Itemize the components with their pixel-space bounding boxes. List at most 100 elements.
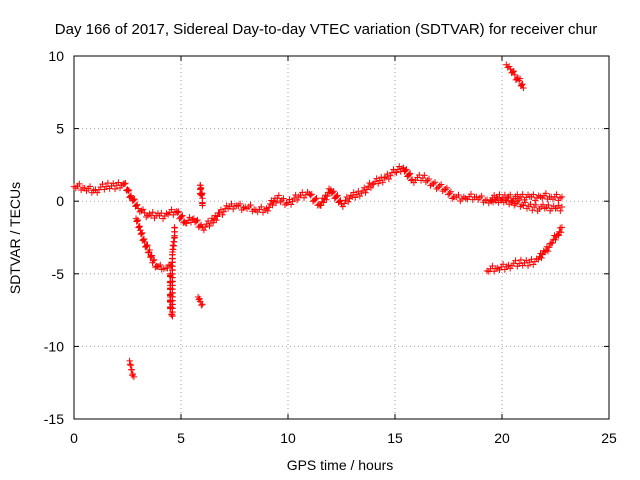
marker-main-track	[293, 196, 301, 204]
marker-main-track	[125, 187, 132, 195]
marker-rising-arc	[505, 261, 512, 269]
marker-isolated-2.7h	[126, 361, 134, 368]
marker-main-track	[236, 200, 244, 208]
marker-declining-branch	[558, 203, 566, 211]
marker-main-track	[352, 194, 359, 201]
marker-main-track	[308, 190, 315, 198]
marker-main-track	[115, 179, 122, 186]
marker-lower-dip	[134, 216, 142, 224]
marker-main-track	[478, 192, 485, 200]
axis-ticks: 0 5 10 15 20 25 -15 -10 -5 0 5 10	[44, 48, 617, 446]
marker-main-track	[433, 185, 440, 193]
marker-spike-6h	[199, 202, 206, 209]
marker-main-track	[402, 167, 409, 174]
marker-main-track	[307, 192, 314, 199]
marker-main-track	[202, 223, 209, 231]
marker-rising-arc	[552, 236, 559, 244]
marker-main-track	[347, 192, 355, 199]
marker-main-track	[323, 196, 330, 203]
marker-declining-branch	[529, 207, 536, 214]
marker-declining-branch	[493, 193, 500, 201]
marker-main-track	[130, 196, 137, 204]
marker-main-track	[99, 180, 106, 188]
marker-main-track	[317, 202, 325, 209]
marker-main-track	[367, 184, 375, 192]
marker-main-track	[220, 208, 227, 215]
marker-main-track	[228, 200, 235, 208]
y-axis-label: SDTVAR / TECUs	[7, 182, 23, 294]
marker-main-track	[175, 208, 182, 215]
marker-upper-streak	[516, 75, 524, 82]
marker-main-track	[193, 217, 200, 225]
marker-main-track	[174, 209, 181, 216]
marker-main-track	[421, 172, 428, 179]
marker-rising-arc	[557, 224, 564, 232]
marker-declining-branch	[521, 199, 529, 206]
marker-main-track	[320, 199, 327, 206]
marker-rising-arc	[524, 262, 532, 270]
grid-lines	[74, 56, 609, 419]
marker-lower-dip	[140, 235, 148, 243]
marker-upper-streak	[510, 67, 517, 75]
marker-main-track	[406, 171, 413, 178]
marker-main-track	[274, 195, 281, 202]
marker-rising-arc	[558, 224, 566, 231]
marker-main-track	[139, 206, 147, 213]
y-tick-label: 5	[56, 121, 64, 137]
marker-main-track	[121, 180, 128, 188]
marker-main-track	[483, 196, 491, 203]
marker-main-track	[134, 201, 141, 208]
marker-lower-dip	[144, 241, 151, 249]
marker-main-track	[530, 191, 537, 198]
marker-declining-branch	[555, 202, 562, 209]
marker-lower-dip	[155, 263, 163, 270]
x-tick-label: 5	[177, 430, 185, 446]
marker-lower-dip	[136, 223, 143, 230]
marker-isolated-2.7h	[128, 366, 135, 373]
marker-rising-arc	[557, 229, 565, 236]
marker-vertical-scatter	[171, 224, 178, 231]
marker-main-track	[374, 180, 382, 187]
marker-main-track	[424, 177, 431, 184]
marker-lower-dip	[135, 223, 143, 231]
y-tick-label: 0	[56, 193, 64, 209]
marker-isolated-6h	[198, 301, 205, 309]
marker-main-track	[442, 186, 449, 193]
marker-main-track	[213, 216, 220, 224]
x-tick-label: 15	[387, 430, 403, 446]
marker-rising-arc	[499, 261, 507, 268]
marker-main-track	[118, 182, 125, 189]
marker-main-track	[149, 209, 156, 216]
marker-declining-branch	[532, 201, 540, 209]
x-axis-label: GPS time / hours	[287, 457, 394, 473]
marker-main-track	[558, 193, 566, 201]
marker-declining-branch	[518, 201, 526, 209]
marker-rising-arc	[489, 262, 496, 270]
y-tick-label: -5	[52, 266, 65, 282]
marker-rising-arc	[523, 257, 530, 264]
marker-main-track	[407, 170, 414, 177]
marker-isolated-2.7h	[126, 357, 133, 365]
marker-main-track	[122, 179, 129, 187]
marker-main-track	[447, 188, 455, 195]
marker-main-track	[329, 189, 336, 196]
marker-rising-arc	[545, 244, 553, 251]
marker-declining-branch	[557, 207, 564, 215]
marker-main-track	[507, 191, 514, 198]
marker-main-track	[313, 194, 320, 202]
marker-main-track	[349, 193, 356, 201]
x-tick-label: 20	[494, 430, 510, 446]
marker-main-track	[362, 189, 369, 196]
x-tick-label: 25	[601, 430, 617, 446]
y-tick-label: -10	[44, 338, 64, 354]
marker-upper-streak	[520, 84, 527, 92]
marker-main-track	[445, 191, 452, 198]
marker-lower-dip	[133, 218, 140, 225]
marker-main-track	[369, 181, 376, 188]
marker-main-track	[514, 191, 521, 198]
marker-main-track	[443, 184, 451, 192]
marker-rising-arc	[517, 256, 525, 264]
marker-lower-dip	[144, 249, 152, 256]
marker-declining-branch	[539, 201, 547, 208]
